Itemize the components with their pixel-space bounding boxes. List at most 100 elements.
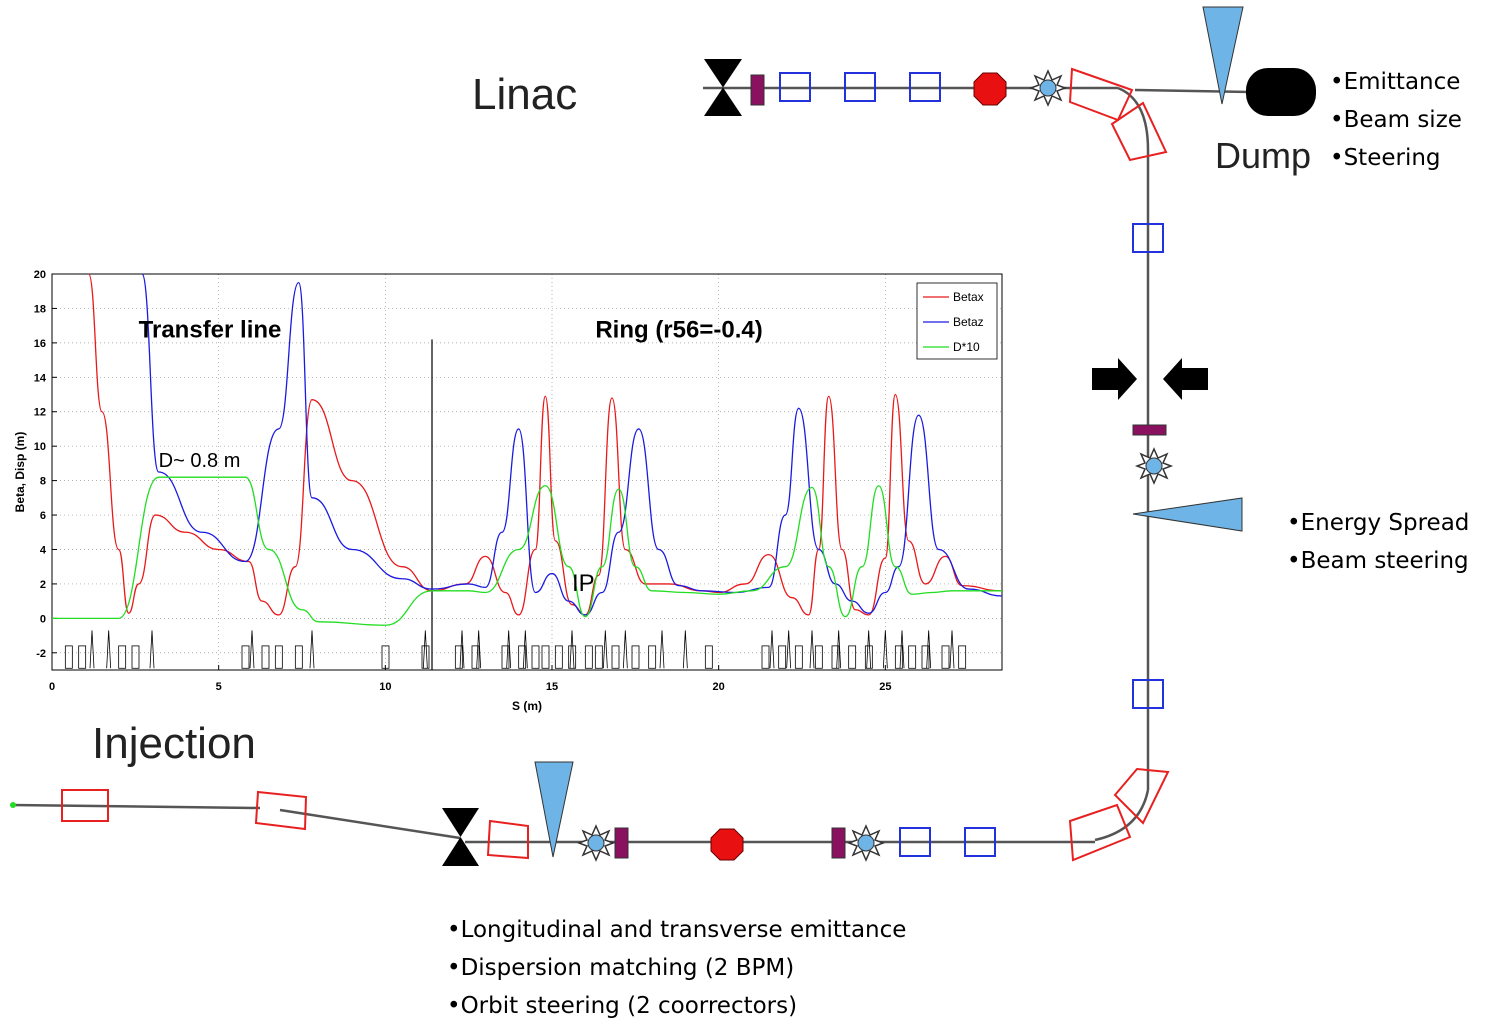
lattice-element [809,630,815,669]
lattice-element [454,645,463,669]
note-item: Steering [1330,139,1462,177]
lattice-element [522,630,528,669]
dump-icon [1246,68,1316,116]
note-item: Longitudinal and transverse emittance [447,911,907,949]
lattice-element [831,645,840,669]
x-axis-label: S (m) [512,699,542,713]
lattice-element [949,630,955,669]
dump-label: Dump [1215,135,1311,176]
x-tick-label: 5 [216,681,222,693]
lattice-element [261,645,270,669]
y-tick-label: 8 [40,476,46,488]
lattice-element [584,645,593,669]
lattice-element [778,645,787,669]
bpm-octagon-icon [973,72,1007,106]
lattice-element [761,645,770,669]
lattice-element [531,645,540,669]
lattice-element [921,645,930,669]
bottom-notes: Longitudinal and transverse emittance Di… [447,911,907,1025]
y-tick-label: 0 [40,613,46,625]
plot-frame [51,273,1003,671]
screen-icon [614,827,629,859]
lattice-element [541,645,550,669]
dipole-icon [254,790,308,831]
quadrupole-icon [899,827,931,857]
legend-label: Betax [953,290,984,304]
optics-chart: 0 5 10 15 20 25 -2 0 2 4 6 8 10 12 14 16 18 20 S (m) Beta, … [13,269,1003,713]
lattice-element [786,630,792,669]
lattice-element [594,645,603,669]
screen-icon [831,827,846,859]
lattice-element [149,630,155,669]
y-tick-label: 6 [40,510,46,522]
lattice-element [501,645,510,669]
lattice-element [848,645,857,669]
lattice-element [682,630,688,669]
lattice-element [274,645,283,669]
y-tick-label: 12 [34,407,46,419]
lattice-element [381,645,390,669]
lattice-element [554,645,563,669]
y-tick-label: 18 [34,303,46,315]
lattice-element [631,645,640,669]
plot-area [52,274,1002,670]
transfer-line-annotation: Transfer line [139,317,282,344]
y-axis-label: Beta, Disp (m) [13,432,27,513]
note-item: Orbit steering (2 coorrectors) [447,987,906,1025]
legend-box [916,282,998,360]
lattice-element [704,645,713,669]
lattice-element [908,645,917,669]
y-tick-label: 4 [40,544,47,556]
lattice-element [421,645,430,669]
lattice-element [249,630,255,669]
quadrupole-icon [1132,679,1164,709]
lattice-element [89,630,95,669]
lattice-element [814,645,823,669]
x-tick-label: 0 [49,681,55,693]
lattice-element [78,645,87,669]
linac-label: Linac [472,70,577,119]
valve-icon [442,808,479,866]
corrector-star-icon [1134,447,1174,485]
profile-monitor-icon [1202,6,1244,105]
lattice-element [659,630,665,669]
note-item: Beam steering [1287,542,1469,580]
x-tick-label: 20 [713,681,725,693]
lattice-element [769,630,775,669]
lattice-element [648,645,657,669]
lattice-element [569,630,575,669]
y-tick-label: 14 [34,372,47,384]
x-tick-label: 15 [546,681,558,693]
dispersion-annotation: D~ 0.8 m [159,450,241,472]
lattice-element [611,645,620,669]
lattice-element [518,645,527,669]
lattice-element [294,645,303,669]
y-tick-label: -2 [36,648,46,660]
energy-notes: Energy Spread Beam steering [1287,504,1470,580]
note-item: Beam size [1330,101,1462,139]
lattice-element [894,645,903,669]
lattice-element [864,645,873,669]
lattice-element [476,630,482,669]
profile-monitor-icon [1132,497,1243,532]
x-tick-label: 10 [379,681,391,693]
arrow-right-icon [1092,358,1137,400]
lattice-element [568,645,577,669]
x-tick-label: 25 [879,681,891,693]
quadrupole-icon [964,827,996,857]
lattice-element [118,645,127,669]
lattice-element [926,630,932,669]
lattice-element [958,645,967,669]
lattice-element [471,645,480,669]
lattice-element [459,630,465,669]
ring-annotation: Ring (r56=-0.4) [595,317,762,344]
lattice-element [602,630,608,669]
screen-icon [750,74,765,106]
note-item: Dispersion matching (2 BPM) [447,949,906,987]
y-tick-label: 16 [34,338,46,350]
lattice-element [866,630,872,669]
lattice-element [131,645,140,669]
corrector-star-icon [846,824,886,862]
note-item: Energy Spread [1287,504,1470,542]
